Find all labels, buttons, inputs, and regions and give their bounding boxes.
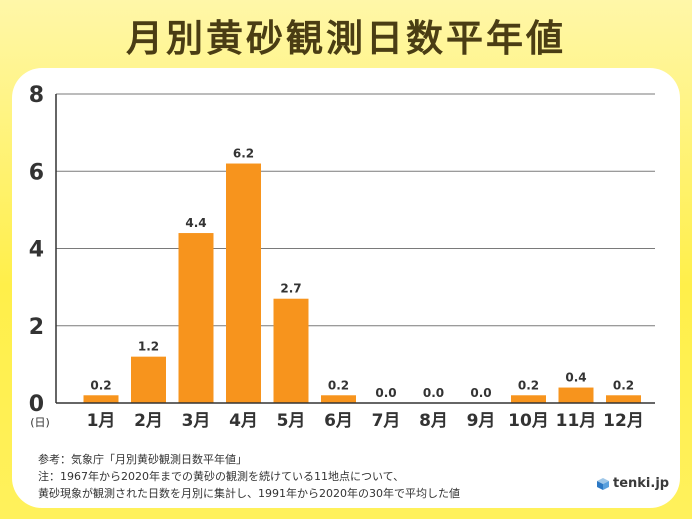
data-label: 6.2	[233, 147, 254, 161]
note-line-1: 注：1967年から2020年までの黄砂の観測を続けている11地点について、	[38, 470, 405, 483]
y-tick-label: 4	[29, 238, 44, 263]
bar-2	[131, 356, 166, 403]
data-label: 0.4	[565, 371, 586, 385]
data-label: 0.0	[375, 386, 396, 400]
x-tick-label: 9月	[467, 411, 496, 431]
y-tick-label: 0	[29, 392, 44, 417]
note-line-2: 黄砂現象が観測された日数を月別に集計し、1991年から2020年の30年で平均し…	[38, 487, 460, 500]
y-tick-label: 6	[29, 160, 44, 185]
bar-1	[83, 395, 119, 403]
x-tick-label: 11月	[556, 411, 597, 431]
chart-title: 月別黄砂観測日数平年値	[126, 17, 566, 60]
x-tick-label: 3月	[182, 411, 211, 431]
data-label: 0.0	[423, 386, 444, 400]
brand-logo: tenki.jp	[596, 476, 669, 491]
bar-4	[226, 163, 261, 403]
x-tick-label: 5月	[277, 411, 306, 431]
cube-logo-icon	[597, 477, 609, 490]
data-label: 4.4	[185, 216, 206, 230]
x-tick-label: 10月	[508, 411, 549, 431]
note-source: 参考：気象庁「月別黄砂観測日数平年値」	[38, 453, 247, 466]
bar-11	[558, 387, 594, 403]
bar-12	[606, 395, 641, 403]
x-tick-label: 6月	[324, 411, 353, 431]
data-label: 2.7	[280, 282, 301, 296]
x-tick-label: 2月	[134, 411, 163, 431]
y-tick-label: 8	[29, 83, 44, 108]
data-label: 1.2	[138, 340, 159, 354]
chart-card	[12, 68, 680, 508]
y-tick-label: 2	[29, 315, 44, 340]
y-axis-unit: (日)	[30, 416, 50, 429]
x-tick-label: 12月	[603, 411, 644, 431]
x-tick-label: 1月	[87, 411, 116, 431]
data-label: 0.2	[90, 378, 111, 392]
brand-name: tenki.jp	[613, 476, 670, 491]
data-label: 0.0	[470, 386, 491, 400]
data-label: 0.2	[613, 378, 634, 392]
bar-5	[273, 298, 309, 403]
x-tick-label: 8月	[419, 411, 448, 431]
x-tick-label: 4月	[229, 411, 258, 431]
data-label: 0.2	[518, 378, 539, 392]
bar-6	[321, 395, 356, 403]
data-label: 0.2	[328, 378, 349, 392]
bar-3	[178, 233, 214, 403]
chart-notes: 参考：気象庁「月別黄砂観測日数平年値」 注：1967年から2020年までの黄砂の…	[38, 451, 460, 502]
bar-10	[511, 395, 546, 403]
x-tick-label: 7月	[372, 411, 401, 431]
